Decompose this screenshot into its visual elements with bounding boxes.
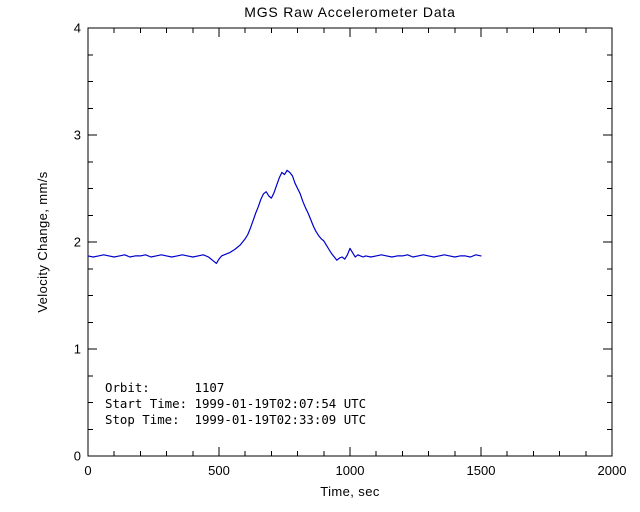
- y-tick-label: 3: [74, 128, 81, 143]
- y-tick-label: 2: [74, 235, 81, 250]
- data-series: [87, 169, 482, 264]
- y-tick-label: 4: [74, 21, 81, 36]
- y-axis-label: Velocity Change, mm/s: [35, 171, 50, 312]
- x-tick-label: 500: [208, 463, 230, 478]
- annotation-start-time: Start Time: 1999-01-19T02:07:54 UTC: [105, 396, 366, 411]
- annotation-orbit: Orbit: 1107: [105, 380, 224, 395]
- x-tick-label: 0: [84, 463, 91, 478]
- annotation-stop-time: Stop Time: 1999-01-19T02:33:09 UTC: [105, 412, 366, 427]
- chart-title: MGS Raw Accelerometer Data: [244, 4, 455, 20]
- y-tick-label: 0: [74, 449, 81, 464]
- x-tick-label: 1000: [336, 463, 365, 478]
- annotations: Orbit: 1107 Start Time: 1999-01-19T02:07…: [105, 380, 366, 427]
- x-axis-label: Time, sec: [320, 484, 380, 499]
- x-tick-label: 1500: [467, 463, 496, 478]
- data-line-velocity: [87, 169, 482, 264]
- axis-ticks: 0 500 1000 1500 2000 0 1 2 3 4: [74, 21, 627, 479]
- y-tick-label: 1: [74, 342, 81, 357]
- x-tick-label: 2000: [598, 463, 627, 478]
